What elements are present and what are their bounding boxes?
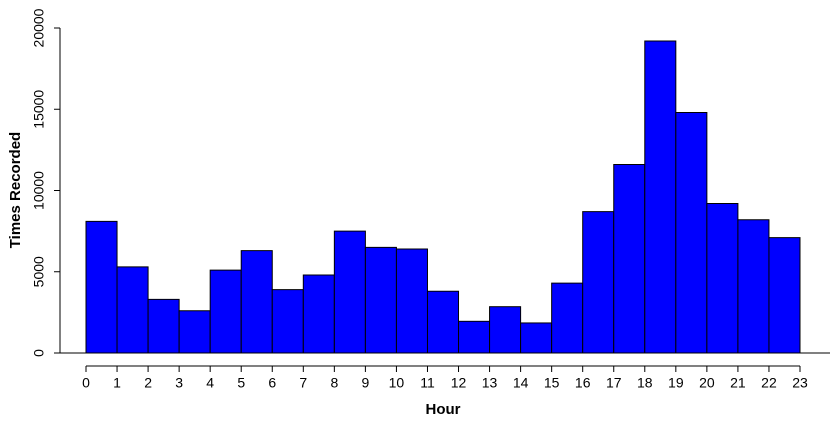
x-tick-label: 15 — [544, 375, 560, 391]
bar — [178, 310, 211, 354]
bar — [675, 112, 708, 354]
x-tick-label: 8 — [330, 375, 338, 391]
bar — [768, 237, 801, 354]
x-tick-label: 11 — [420, 375, 435, 391]
bar — [551, 282, 584, 354]
x-tick-label: 21 — [730, 375, 746, 391]
bar — [520, 322, 553, 354]
x-tick-label: 14 — [513, 375, 529, 391]
bar — [706, 203, 739, 354]
bar — [147, 298, 180, 354]
x-tick-label: 20 — [699, 375, 715, 391]
y-tick-label: 0 — [31, 349, 47, 357]
y-axis-label: Times Recorded — [7, 132, 24, 248]
x-axis-label: Hour — [426, 401, 461, 418]
x-tick-label: 13 — [482, 375, 498, 391]
bar — [395, 248, 428, 354]
bar — [209, 269, 242, 354]
bar — [426, 290, 460, 354]
y-tick-label: 5000 — [31, 256, 47, 287]
x-tick-label: 4 — [206, 375, 214, 391]
x-tick-label: 6 — [268, 375, 276, 391]
bar — [333, 230, 366, 354]
x-tick-label: 0 — [82, 375, 90, 391]
x-tick-label: 1 — [113, 375, 121, 391]
bar — [302, 274, 335, 354]
y-tick-label: 15000 — [31, 90, 47, 129]
bar — [489, 306, 522, 354]
bar — [644, 40, 677, 354]
y-tick-label: 10000 — [31, 171, 47, 210]
x-tick-label: 16 — [575, 375, 591, 391]
y-tick-label: 20000 — [31, 8, 47, 47]
x-tick-label: 23 — [792, 375, 808, 391]
x-tick-label: 7 — [299, 375, 307, 391]
x-tick-label: 12 — [451, 375, 467, 391]
x-tick-label: 19 — [668, 375, 684, 391]
bar — [458, 320, 491, 354]
x-tick-label: 5 — [237, 375, 245, 391]
bar — [271, 289, 304, 354]
bar — [116, 266, 149, 354]
x-tick-label: 3 — [175, 375, 183, 391]
x-tick-label: 18 — [637, 375, 653, 391]
bar — [737, 219, 770, 354]
x-tick-label: 10 — [389, 375, 405, 391]
bar — [364, 246, 397, 354]
x-tick-label: 22 — [761, 375, 777, 391]
bar — [582, 211, 615, 354]
x-tick-label: 17 — [606, 375, 622, 391]
bar — [85, 220, 118, 354]
x-tick-label: 2 — [144, 375, 152, 391]
bar — [240, 250, 273, 354]
bar — [613, 164, 646, 354]
x-tick-label: 9 — [361, 375, 369, 391]
